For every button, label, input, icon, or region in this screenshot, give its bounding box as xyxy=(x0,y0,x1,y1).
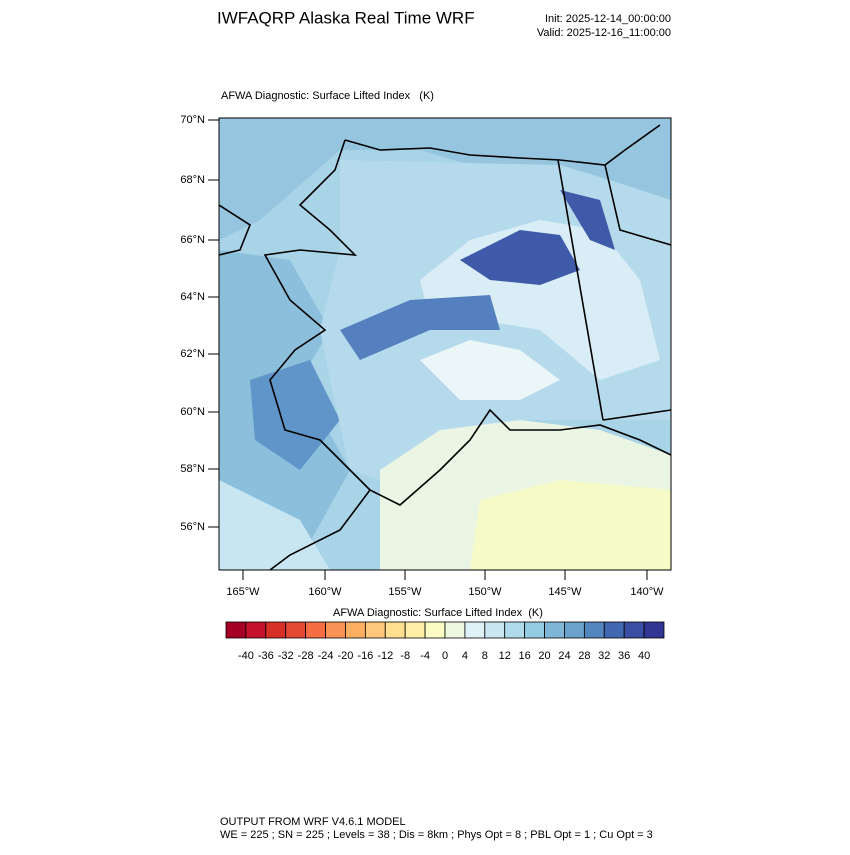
map-title: AFWA Diagnostic: Surface Lifted Index (K… xyxy=(221,90,434,102)
colorbar-label: 24 xyxy=(558,650,570,662)
colorbar-label: -12 xyxy=(377,650,393,662)
colorbar-label: 4 xyxy=(462,650,468,662)
colorbar-box xyxy=(603,621,625,639)
lat-label: 66°N xyxy=(180,234,205,246)
init-time: Init: 2025-12-14_00:00:00 xyxy=(545,13,671,25)
colorbar-label: -40 xyxy=(238,650,254,662)
colorbar-box xyxy=(524,621,545,639)
title: IWFAQRP Alaska Real Time WRF xyxy=(217,8,475,27)
colorbar-box xyxy=(564,621,585,639)
footer-line: OUTPUT FROM WRF V4.6.1 MODEL xyxy=(220,816,406,828)
colorbar-label: -8 xyxy=(400,650,410,662)
colorbar-box xyxy=(225,621,247,639)
colorbar-box xyxy=(504,621,526,639)
colorbar-box xyxy=(544,621,565,639)
map-field xyxy=(219,118,671,570)
colorbar-box xyxy=(285,621,307,639)
colorbar-box xyxy=(265,621,287,639)
colorbar-box xyxy=(484,621,506,639)
lon-label: 160°W xyxy=(308,586,342,598)
footer-line: WE = 225 ; SN = 225 ; Levels = 38 ; Dis … xyxy=(220,829,653,841)
valid-time: Valid: 2025-12-16_11:00:00 xyxy=(537,27,671,39)
colorbar-box xyxy=(623,621,645,639)
colorbar-label: -24 xyxy=(318,650,334,662)
colorbar-box xyxy=(345,621,366,639)
colorbar-label: 28 xyxy=(578,650,590,662)
colorbar-label: -4 xyxy=(420,650,430,662)
colorbar-label: 32 xyxy=(598,650,610,662)
lat-label: 56°N xyxy=(180,521,205,533)
colorbar-label: -32 xyxy=(278,650,294,662)
colorbar-box xyxy=(325,621,346,639)
colorbar-title: AFWA Diagnostic: Surface Lifted Index (K… xyxy=(333,607,543,619)
lon-label: 155°W xyxy=(388,586,422,598)
lon-label: 165°W xyxy=(226,586,260,598)
colorbar-box xyxy=(305,621,326,639)
colorbar-box xyxy=(404,621,426,639)
colorbar-box xyxy=(364,621,386,639)
colorbar-box xyxy=(643,621,665,639)
colorbar-label: -16 xyxy=(357,650,373,662)
lat-label: 68°N xyxy=(180,174,205,186)
colorbar-label: 16 xyxy=(519,650,531,662)
lat-label: 62°N xyxy=(180,348,205,360)
lon-label: 150°W xyxy=(468,586,502,598)
lon-label: 140°W xyxy=(630,586,664,598)
lat-label: 58°N xyxy=(180,463,205,475)
colorbar-box xyxy=(583,621,605,639)
colorbar-box xyxy=(384,621,406,639)
colorbar-label: 36 xyxy=(618,650,630,662)
lat-label: 64°N xyxy=(180,291,205,303)
colorbar-box xyxy=(245,621,267,639)
colorbar-label: 0 xyxy=(442,650,448,662)
colorbar-label: 20 xyxy=(538,650,550,662)
colorbar-label: -36 xyxy=(258,650,274,662)
colorbar-label: 12 xyxy=(499,650,511,662)
colorbar-box xyxy=(444,621,466,639)
colorbar-label: 40 xyxy=(638,650,650,662)
lon-label: 145°W xyxy=(548,586,582,598)
colorbar-label: -28 xyxy=(298,650,314,662)
lat-label: 70°N xyxy=(180,114,205,126)
map-frame xyxy=(218,117,672,571)
colorbar-label: 8 xyxy=(482,650,488,662)
colorbar-box xyxy=(464,621,486,639)
colorbar-box xyxy=(424,621,446,639)
lat-label: 60°N xyxy=(180,406,205,418)
colorbar-label: -20 xyxy=(338,650,354,662)
